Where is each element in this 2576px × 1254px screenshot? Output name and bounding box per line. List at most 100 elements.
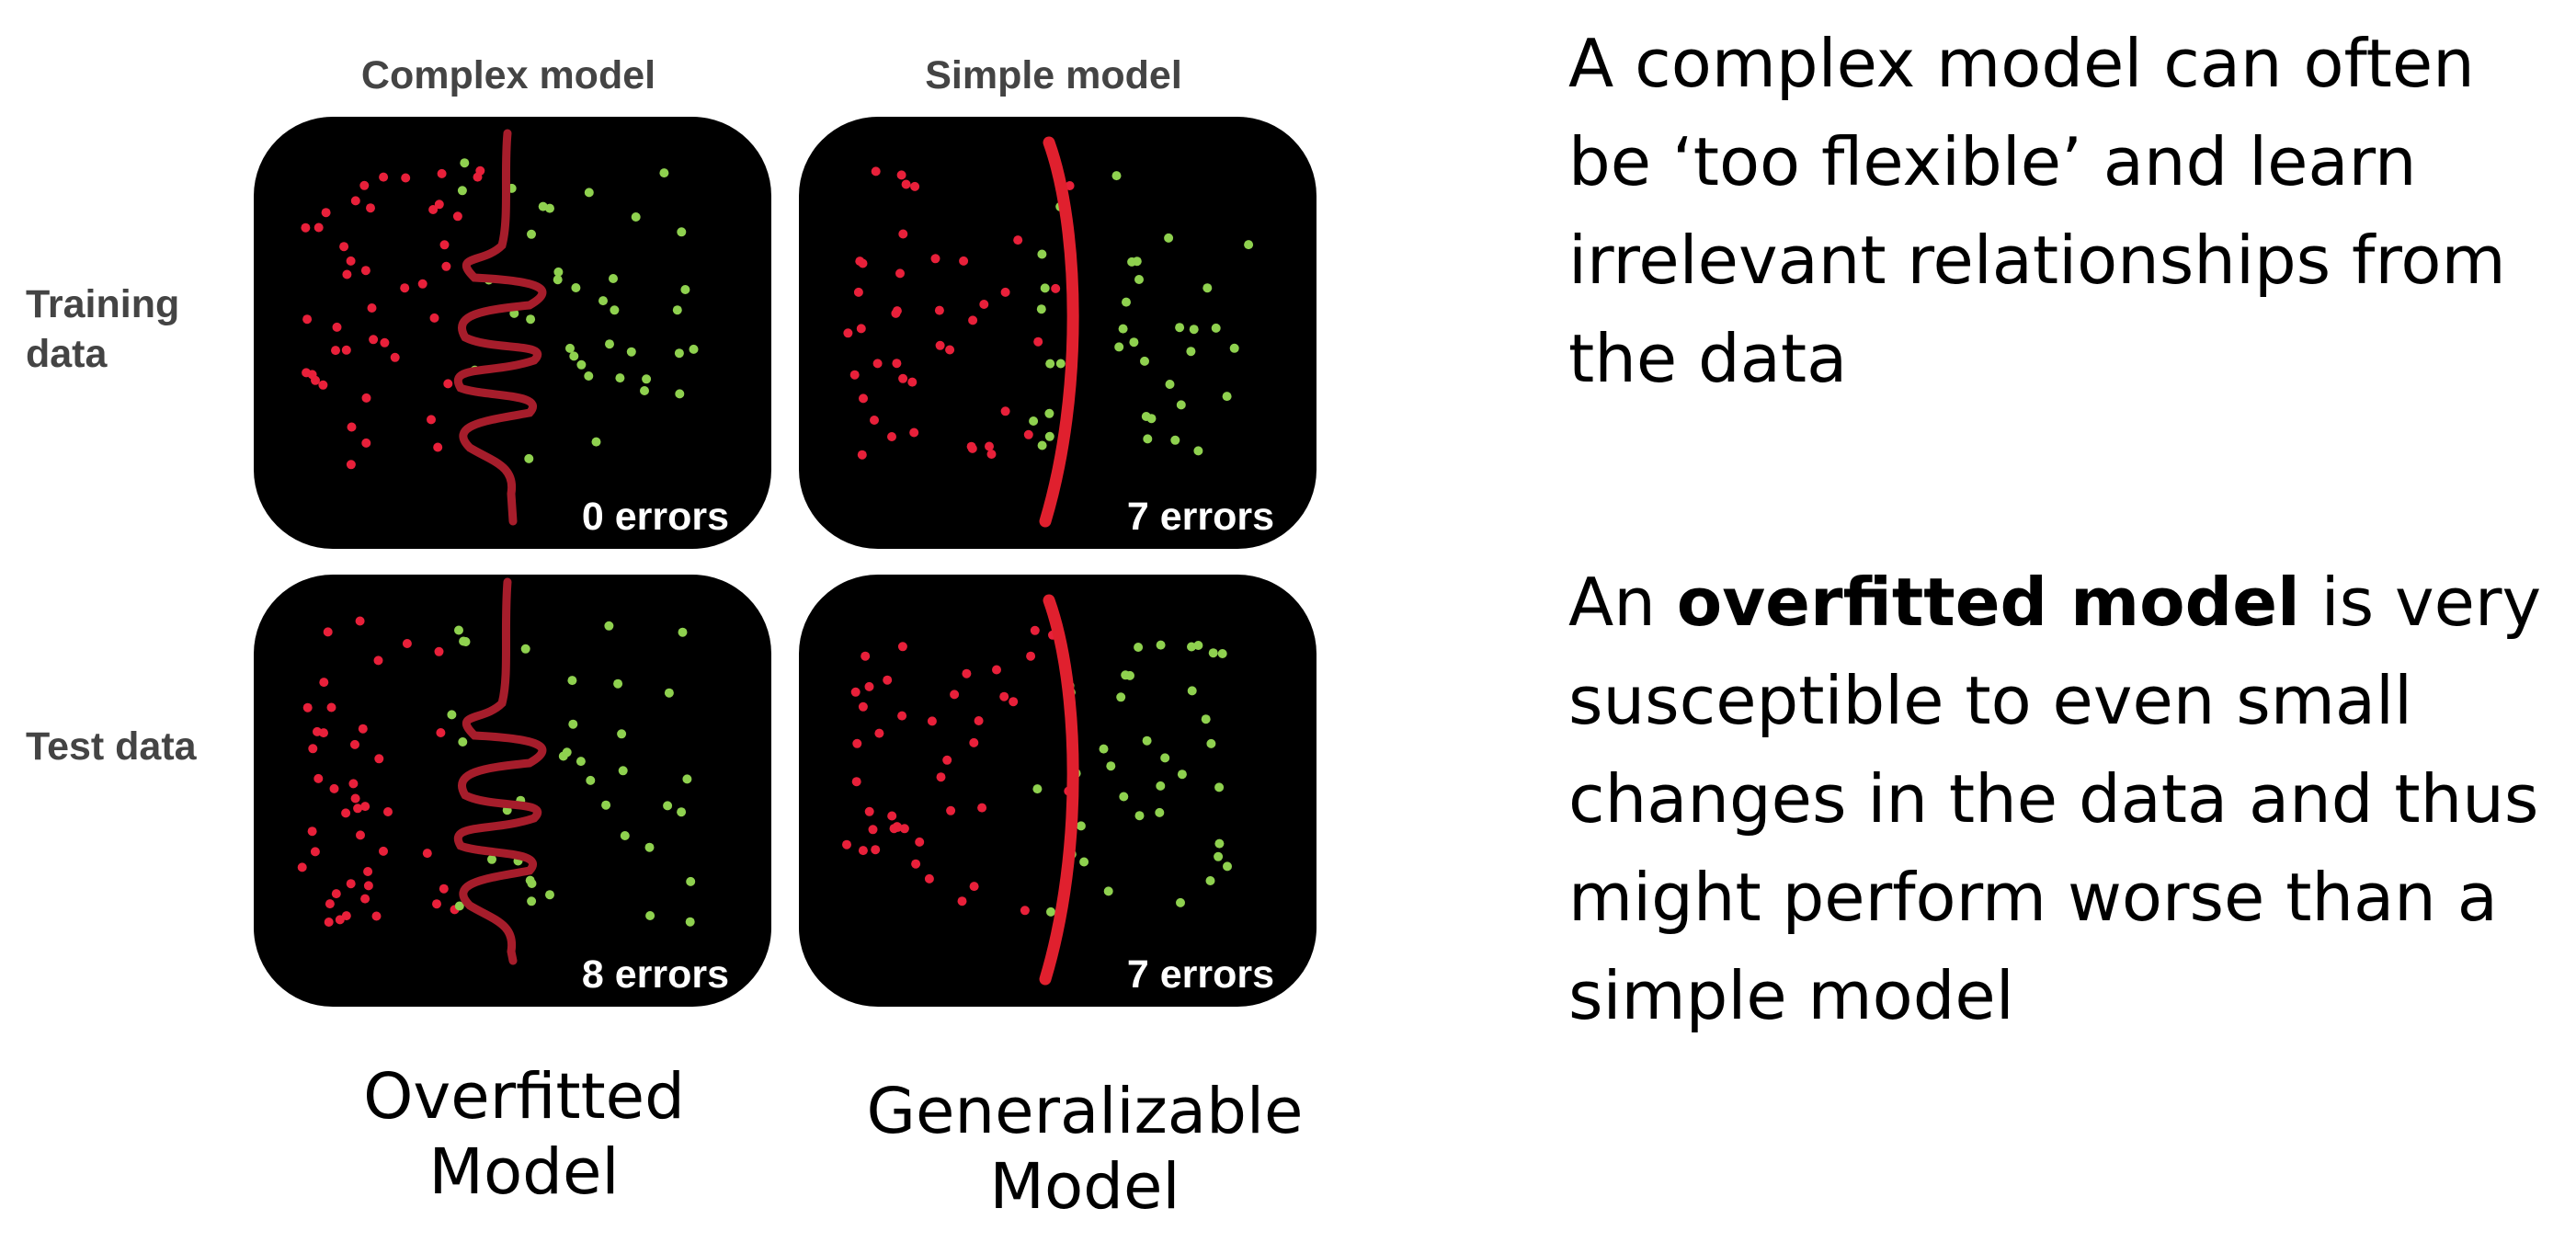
training-simple-point-red <box>870 416 879 425</box>
training-complex-point-green <box>626 347 636 357</box>
training-simple-point-green <box>1037 440 1047 450</box>
training-simple-point-green <box>1186 347 1196 357</box>
test-simple-point-green <box>1155 807 1165 817</box>
test-simple-point-red <box>962 668 972 678</box>
training-complex-point-green <box>538 201 548 211</box>
test-complex-point-red <box>348 779 359 789</box>
training-simple-point-red <box>896 170 906 180</box>
test-simple-point-green <box>1119 792 1129 802</box>
test-simple-point-red <box>969 737 979 747</box>
training-complex-point-green <box>527 229 536 239</box>
training-simple-point-red <box>871 166 881 177</box>
test-simple-point-green <box>1116 692 1126 702</box>
test-simple-point-red <box>868 825 878 835</box>
training-complex-point-red <box>346 256 356 266</box>
test-complex-point-green <box>617 729 627 739</box>
test-simple-point-red <box>897 711 907 721</box>
training-complex-point-red <box>350 196 360 206</box>
training-complex-point-green <box>675 389 685 399</box>
test-complex-point-green <box>664 688 674 698</box>
test-complex-point-green <box>527 896 537 906</box>
test-complex-point-green <box>604 621 614 631</box>
training-simple-point-red <box>859 393 868 404</box>
test-simple-point-green <box>1177 770 1187 780</box>
test-complex-point-red <box>422 849 432 859</box>
test-simple-point-green <box>1046 906 1055 917</box>
test-complex-point-red <box>350 739 359 749</box>
test-simple-point-red <box>927 716 937 726</box>
panel-training-simple: 7 errors <box>799 117 1316 549</box>
paragraph-overfitted-prefix: An <box>1568 564 1677 641</box>
test-complex-point-red <box>436 728 446 737</box>
test-complex-point-green <box>454 625 463 635</box>
training-complex-point-green <box>569 351 579 361</box>
simple-boundary-training <box>1039 136 1079 528</box>
test-complex-point-green <box>678 627 688 637</box>
paragraph-flexible: A complex model can often be ‘too flexib… <box>1568 25 2506 397</box>
test-simple-point-red <box>864 681 874 691</box>
test-complex-point-red <box>323 627 333 637</box>
test-complex-point-red <box>310 847 320 857</box>
test-simple-point-green <box>1156 640 1166 650</box>
training-simple-point-red <box>985 441 994 451</box>
test-complex-point-red <box>326 702 336 712</box>
training-simple-point-red <box>934 305 944 315</box>
training-complex-point-green <box>457 186 467 196</box>
test-simple-point-green <box>1223 861 1232 872</box>
test-complex-point-red <box>356 830 365 840</box>
test-complex-point-green <box>645 911 655 920</box>
training-simple-point-green <box>1193 446 1203 456</box>
training-simple-point-red <box>945 345 955 355</box>
training-simple-point-red <box>898 373 908 383</box>
training-complex-point-green <box>631 212 641 222</box>
test-complex-point-red <box>307 826 317 837</box>
training-simple-point-green <box>1040 283 1050 293</box>
training-simple-point-red <box>968 315 978 325</box>
test-simple-point-green <box>1208 648 1218 658</box>
test-complex-point-red <box>363 867 373 876</box>
caption-overfitted-line1: Overfitted <box>363 1060 685 1134</box>
training-complex-point-red <box>380 337 390 348</box>
training-simple-point-green <box>1203 283 1213 293</box>
paragraph-overfitted-suffix: is very susceptible to even small change… <box>1568 564 2542 1034</box>
test-complex-point-red <box>313 773 324 783</box>
test-simple-point-green <box>1103 886 1113 896</box>
training-complex-point-green <box>610 305 620 315</box>
test-complex-point-green <box>527 879 537 888</box>
test-complex-point-red <box>324 918 334 927</box>
training-simple-point-red <box>892 359 902 369</box>
test-simple-point-red <box>1020 906 1030 916</box>
test-simple-point-red <box>887 811 897 821</box>
training-simple-point-red <box>891 308 901 318</box>
training-simple-point-red <box>856 324 866 334</box>
test-complex-point-red <box>363 881 373 891</box>
error-count-test-complex: 8 errors <box>581 952 729 997</box>
training-simple-point-red <box>986 450 997 459</box>
complex-boundary-training <box>454 129 547 526</box>
test-simple-point-green <box>1134 811 1145 821</box>
training-complex-point-red <box>366 203 375 213</box>
training-simple-point-green <box>1229 343 1239 353</box>
test-complex-point-red <box>360 894 370 904</box>
scatter-training-complex <box>301 129 699 526</box>
test-simple-point-green <box>1125 670 1134 680</box>
test-complex-point-red <box>439 884 449 894</box>
training-complex-point-red <box>346 460 356 470</box>
training-simple-point-red <box>910 181 920 191</box>
training-simple-point-green <box>1244 240 1254 250</box>
training-simple-point-red <box>895 268 905 279</box>
training-simple-point-green <box>1036 304 1046 314</box>
training-complex-point-red <box>361 438 371 448</box>
training-complex-point-red <box>301 222 311 233</box>
test-complex-point-green <box>562 747 572 758</box>
test-simple-point-green <box>1176 897 1185 907</box>
training-simple-point-green <box>1222 392 1232 402</box>
training-complex-point-red <box>361 393 371 403</box>
test-complex-point-red <box>355 616 365 626</box>
test-complex-point-green <box>567 676 577 686</box>
training-simple-point-red <box>853 287 863 297</box>
training-complex-point-red <box>332 322 342 332</box>
test-complex-point-red <box>325 899 335 909</box>
test-complex-point-green <box>586 775 596 785</box>
training-simple-point-green <box>1127 256 1137 267</box>
